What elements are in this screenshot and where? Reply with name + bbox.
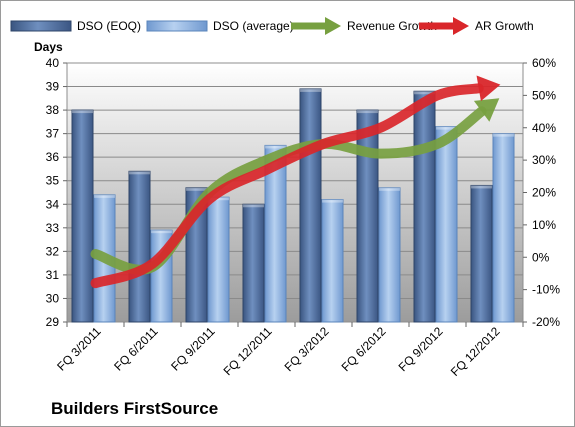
legend-swatch	[146, 20, 208, 32]
bar-highlight	[94, 194, 115, 198]
y2-tick-label: -20%	[532, 315, 560, 329]
x-tick-label: FQ 3/2011	[54, 324, 104, 374]
y2-tick-label: 20%	[532, 186, 556, 200]
x-tick-label: FQ 9/2012	[396, 324, 446, 374]
bar-dso-eoq	[242, 203, 265, 323]
bar-highlight	[471, 185, 492, 189]
y-tick-label: 31	[46, 268, 60, 282]
y-tick-label: 37	[46, 127, 60, 141]
bar-highlight	[129, 171, 150, 175]
y2-tick-label: 0%	[532, 250, 550, 264]
y2-tick-label: 40%	[532, 121, 556, 135]
legend-swatch	[10, 20, 72, 32]
legend-label: DSO (average)	[213, 19, 294, 33]
y-tick-label: 35	[46, 174, 60, 188]
bar-dso-average	[378, 187, 401, 323]
y-tick-label: 40	[46, 56, 60, 70]
bar-dso-eoq	[299, 88, 322, 323]
lines-layer	[90, 75, 501, 289]
line-ar-growth	[90, 83, 484, 289]
bar-dso-eoq	[71, 109, 94, 323]
company-caption: Builders FirstSource	[51, 399, 219, 418]
y-tick-label: 30	[46, 291, 60, 305]
x-tick-label: FQ 12/2012	[448, 324, 503, 379]
legend-label: DSO (EOQ)	[77, 19, 141, 33]
x-tick-label: FQ 3/2012	[282, 324, 332, 374]
bar-dso-average	[321, 199, 344, 323]
arrowhead-revenue-growth	[473, 98, 500, 122]
legend-arrow-head	[453, 17, 469, 35]
y-tick-label: 29	[46, 315, 60, 329]
bar-dso-average	[435, 126, 458, 323]
bar-highlight	[436, 126, 457, 130]
bar-highlight	[151, 230, 172, 234]
bar-dso-eoq	[470, 184, 493, 323]
bar-dso-average	[492, 133, 515, 323]
legend: DSO (EOQ) DSO (average) Revenue Growth AR G…	[10, 17, 534, 35]
x-tick-label: FQ 9/2011	[168, 324, 218, 374]
bar-highlight	[379, 187, 400, 191]
bar-highlight	[186, 187, 207, 191]
bar-highlight	[243, 204, 264, 208]
bar-dso-average	[207, 196, 230, 323]
y-tick-label: 32	[46, 244, 60, 258]
x-tick-label: FQ 6/2012	[339, 324, 389, 374]
y-tick-label: 38	[46, 103, 60, 117]
bar-highlight	[322, 199, 343, 203]
bar-highlight	[493, 133, 514, 137]
bar-highlight	[357, 110, 378, 114]
y-tick-label: 34	[46, 197, 60, 211]
bar-highlight	[72, 110, 93, 114]
x-tick-label: FQ 6/2011	[111, 324, 161, 374]
legend-arrow-head	[325, 17, 341, 35]
legend-label: Revenue Growth	[347, 19, 437, 33]
y-tick-label: 33	[46, 221, 60, 235]
bar-highlight	[208, 197, 229, 201]
y-tick-label: 39	[46, 80, 60, 94]
bar-dso-eoq	[128, 170, 151, 323]
legend-label: AR Growth	[475, 19, 534, 33]
y2-tick-label: 50%	[532, 88, 556, 102]
bar-dso-average	[264, 144, 287, 323]
y2-tick-label: 60%	[532, 56, 556, 70]
bar-dso-eoq	[413, 90, 436, 323]
bar-highlight	[265, 145, 286, 149]
y2-tick-label: -10%	[532, 283, 560, 297]
y2-tick-label: 30%	[532, 153, 556, 167]
x-tick-label: FQ 12/2011	[221, 324, 275, 378]
y-tick-label: 36	[46, 150, 60, 164]
y-axis-title: Days	[34, 40, 63, 54]
bar-highlight	[414, 91, 435, 95]
bars-layer	[71, 88, 515, 323]
bar-dso-eoq	[356, 109, 379, 323]
y2-tick-label: 10%	[532, 218, 556, 232]
arrowhead-ar-growth	[476, 75, 501, 102]
bar-highlight	[300, 88, 321, 92]
